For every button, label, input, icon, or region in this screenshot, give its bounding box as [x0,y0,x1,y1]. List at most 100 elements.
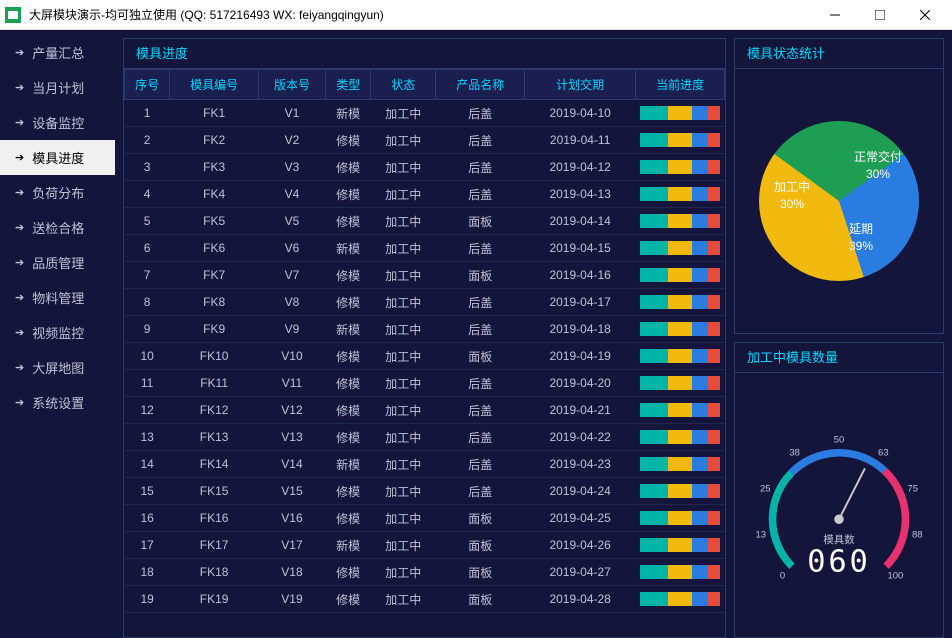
cell-progress [636,127,725,154]
gauge-title: 加工中模具数量 [735,343,943,373]
table-header-row: 序号模具编号版本号类型状态产品名称计划交期当前进度 [125,70,725,100]
cell-ver: V1 [258,100,325,127]
cell-status: 加工中 [371,343,436,370]
table-row[interactable]: 11FK11V11修模加工中后盖2019-04-20 [125,370,725,397]
cell-date: 2019-04-15 [525,235,636,262]
svg-text:63: 63 [878,448,889,459]
sidebar-item-label: 系统设置 [32,393,84,412]
cell-type: 修模 [325,397,370,424]
arrow-icon: ➔ [15,46,24,59]
cell-date: 2019-04-22 [525,424,636,451]
cell-idx: 15 [125,478,170,505]
table-row[interactable]: 1FK1V1新模加工中后盖2019-04-10 [125,100,725,127]
cell-type: 修模 [325,478,370,505]
table-row[interactable]: 17FK17V17新模加工中面板2019-04-26 [125,532,725,559]
cell-prod: 后盖 [436,154,525,181]
table-row[interactable]: 12FK12V12修模加工中后盖2019-04-21 [125,397,725,424]
sidebar-item[interactable]: ➔物料管理 [0,280,115,315]
table-row[interactable]: 2FK2V2修模加工中后盖2019-04-11 [125,127,725,154]
arrow-icon: ➔ [15,221,24,234]
cell-status: 加工中 [371,478,436,505]
pie-slice-label: 正常交付30% [854,149,902,183]
cell-status: 加工中 [371,424,436,451]
cell-ver: V8 [258,289,325,316]
cell-date: 2019-04-16 [525,262,636,289]
cell-code: FK4 [170,181,259,208]
table-row[interactable]: 10FK10V10修模加工中面板2019-04-19 [125,343,725,370]
table-row[interactable]: 15FK15V15修模加工中后盖2019-04-24 [125,478,725,505]
table-row[interactable]: 13FK13V13修模加工中后盖2019-04-22 [125,424,725,451]
table-row[interactable]: 16FK16V16修模加工中面板2019-04-25 [125,505,725,532]
sidebar-item[interactable]: ➔模具进度 [0,140,115,175]
cell-progress [636,262,725,289]
cell-type: 新模 [325,316,370,343]
sidebar-item[interactable]: ➔系统设置 [0,385,115,420]
table-row[interactable]: 4FK4V4修模加工中后盖2019-04-13 [125,181,725,208]
table-row[interactable]: 9FK9V9新模加工中后盖2019-04-18 [125,316,725,343]
progress-bar [640,241,721,255]
pie-panel: 模具状态统计 正常交付30%加工中30%延期39% [734,38,944,334]
column-header: 产品名称 [436,70,525,100]
sidebar-item[interactable]: ➔负荷分布 [0,175,115,210]
cell-idx: 6 [125,235,170,262]
svg-text:25: 25 [760,484,771,495]
cell-status: 加工中 [371,262,436,289]
cell-code: FK15 [170,478,259,505]
cell-prod: 后盖 [436,235,525,262]
cell-date: 2019-04-28 [525,586,636,613]
cell-idx: 5 [125,208,170,235]
column-header: 版本号 [258,70,325,100]
column-header: 类型 [325,70,370,100]
cell-ver: V16 [258,505,325,532]
cell-ver: V18 [258,559,325,586]
sidebar-item[interactable]: ➔视频监控 [0,315,115,350]
cell-ver: V11 [258,370,325,397]
sidebar-item-label: 设备监控 [32,113,84,132]
table-row[interactable]: 14FK14V14新模加工中后盖2019-04-23 [125,451,725,478]
cell-code: FK2 [170,127,259,154]
cell-progress [636,208,725,235]
progress-bar [640,268,721,282]
table-scroll[interactable]: 序号模具编号版本号类型状态产品名称计划交期当前进度 1FK1V1新模加工中后盖2… [124,69,725,637]
progress-bar [640,295,721,309]
cell-prod: 后盖 [436,316,525,343]
gauge-panel: 加工中模具数量 013253850637588100模具数060 [734,342,944,638]
table-row[interactable]: 7FK7V7修模加工中面板2019-04-16 [125,262,725,289]
table-row[interactable]: 18FK18V18修模加工中面板2019-04-27 [125,559,725,586]
table-row[interactable]: 19FK19V19修模加工中面板2019-04-28 [125,586,725,613]
cell-code: FK13 [170,424,259,451]
table-row[interactable]: 3FK3V3修模加工中后盖2019-04-12 [125,154,725,181]
column-header: 状态 [371,70,436,100]
progress-bar [640,403,721,417]
cell-type: 新模 [325,100,370,127]
sidebar-item[interactable]: ➔产量汇总 [0,35,115,70]
arrow-icon: ➔ [15,81,24,94]
cell-idx: 11 [125,370,170,397]
sidebar-item-label: 当月计划 [32,78,84,97]
body: ➔产量汇总➔当月计划➔设备监控➔模具进度➔负荷分布➔送检合格➔品质管理➔物料管理… [0,30,952,638]
table-row[interactable]: 6FK6V6新模加工中后盖2019-04-15 [125,235,725,262]
table-row[interactable]: 8FK8V8修模加工中后盖2019-04-17 [125,289,725,316]
cell-status: 加工中 [371,208,436,235]
sidebar-item[interactable]: ➔品质管理 [0,245,115,280]
sidebar-item[interactable]: ➔送检合格 [0,210,115,245]
sidebar-item[interactable]: ➔ 当月计划 [0,70,115,105]
cell-ver: V19 [258,586,325,613]
cell-progress [636,559,725,586]
minimize-button[interactable] [812,1,857,29]
sidebar-item[interactable]: ➔大屏地图 [0,350,115,385]
cell-code: FK17 [170,532,259,559]
cell-date: 2019-04-10 [525,100,636,127]
close-button[interactable] [902,1,947,29]
sidebar-item[interactable]: ➔设备监控 [0,105,115,140]
maximize-button[interactable] [857,1,902,29]
cell-code: FK14 [170,451,259,478]
cell-prod: 面板 [436,505,525,532]
cell-prod: 后盖 [436,181,525,208]
table-row[interactable]: 5FK5V5修模加工中面板2019-04-14 [125,208,725,235]
cell-code: FK5 [170,208,259,235]
cell-progress [636,154,725,181]
cell-idx: 14 [125,451,170,478]
pie-chart-area: 正常交付30%加工中30%延期39% [735,69,943,333]
cell-type: 修模 [325,505,370,532]
